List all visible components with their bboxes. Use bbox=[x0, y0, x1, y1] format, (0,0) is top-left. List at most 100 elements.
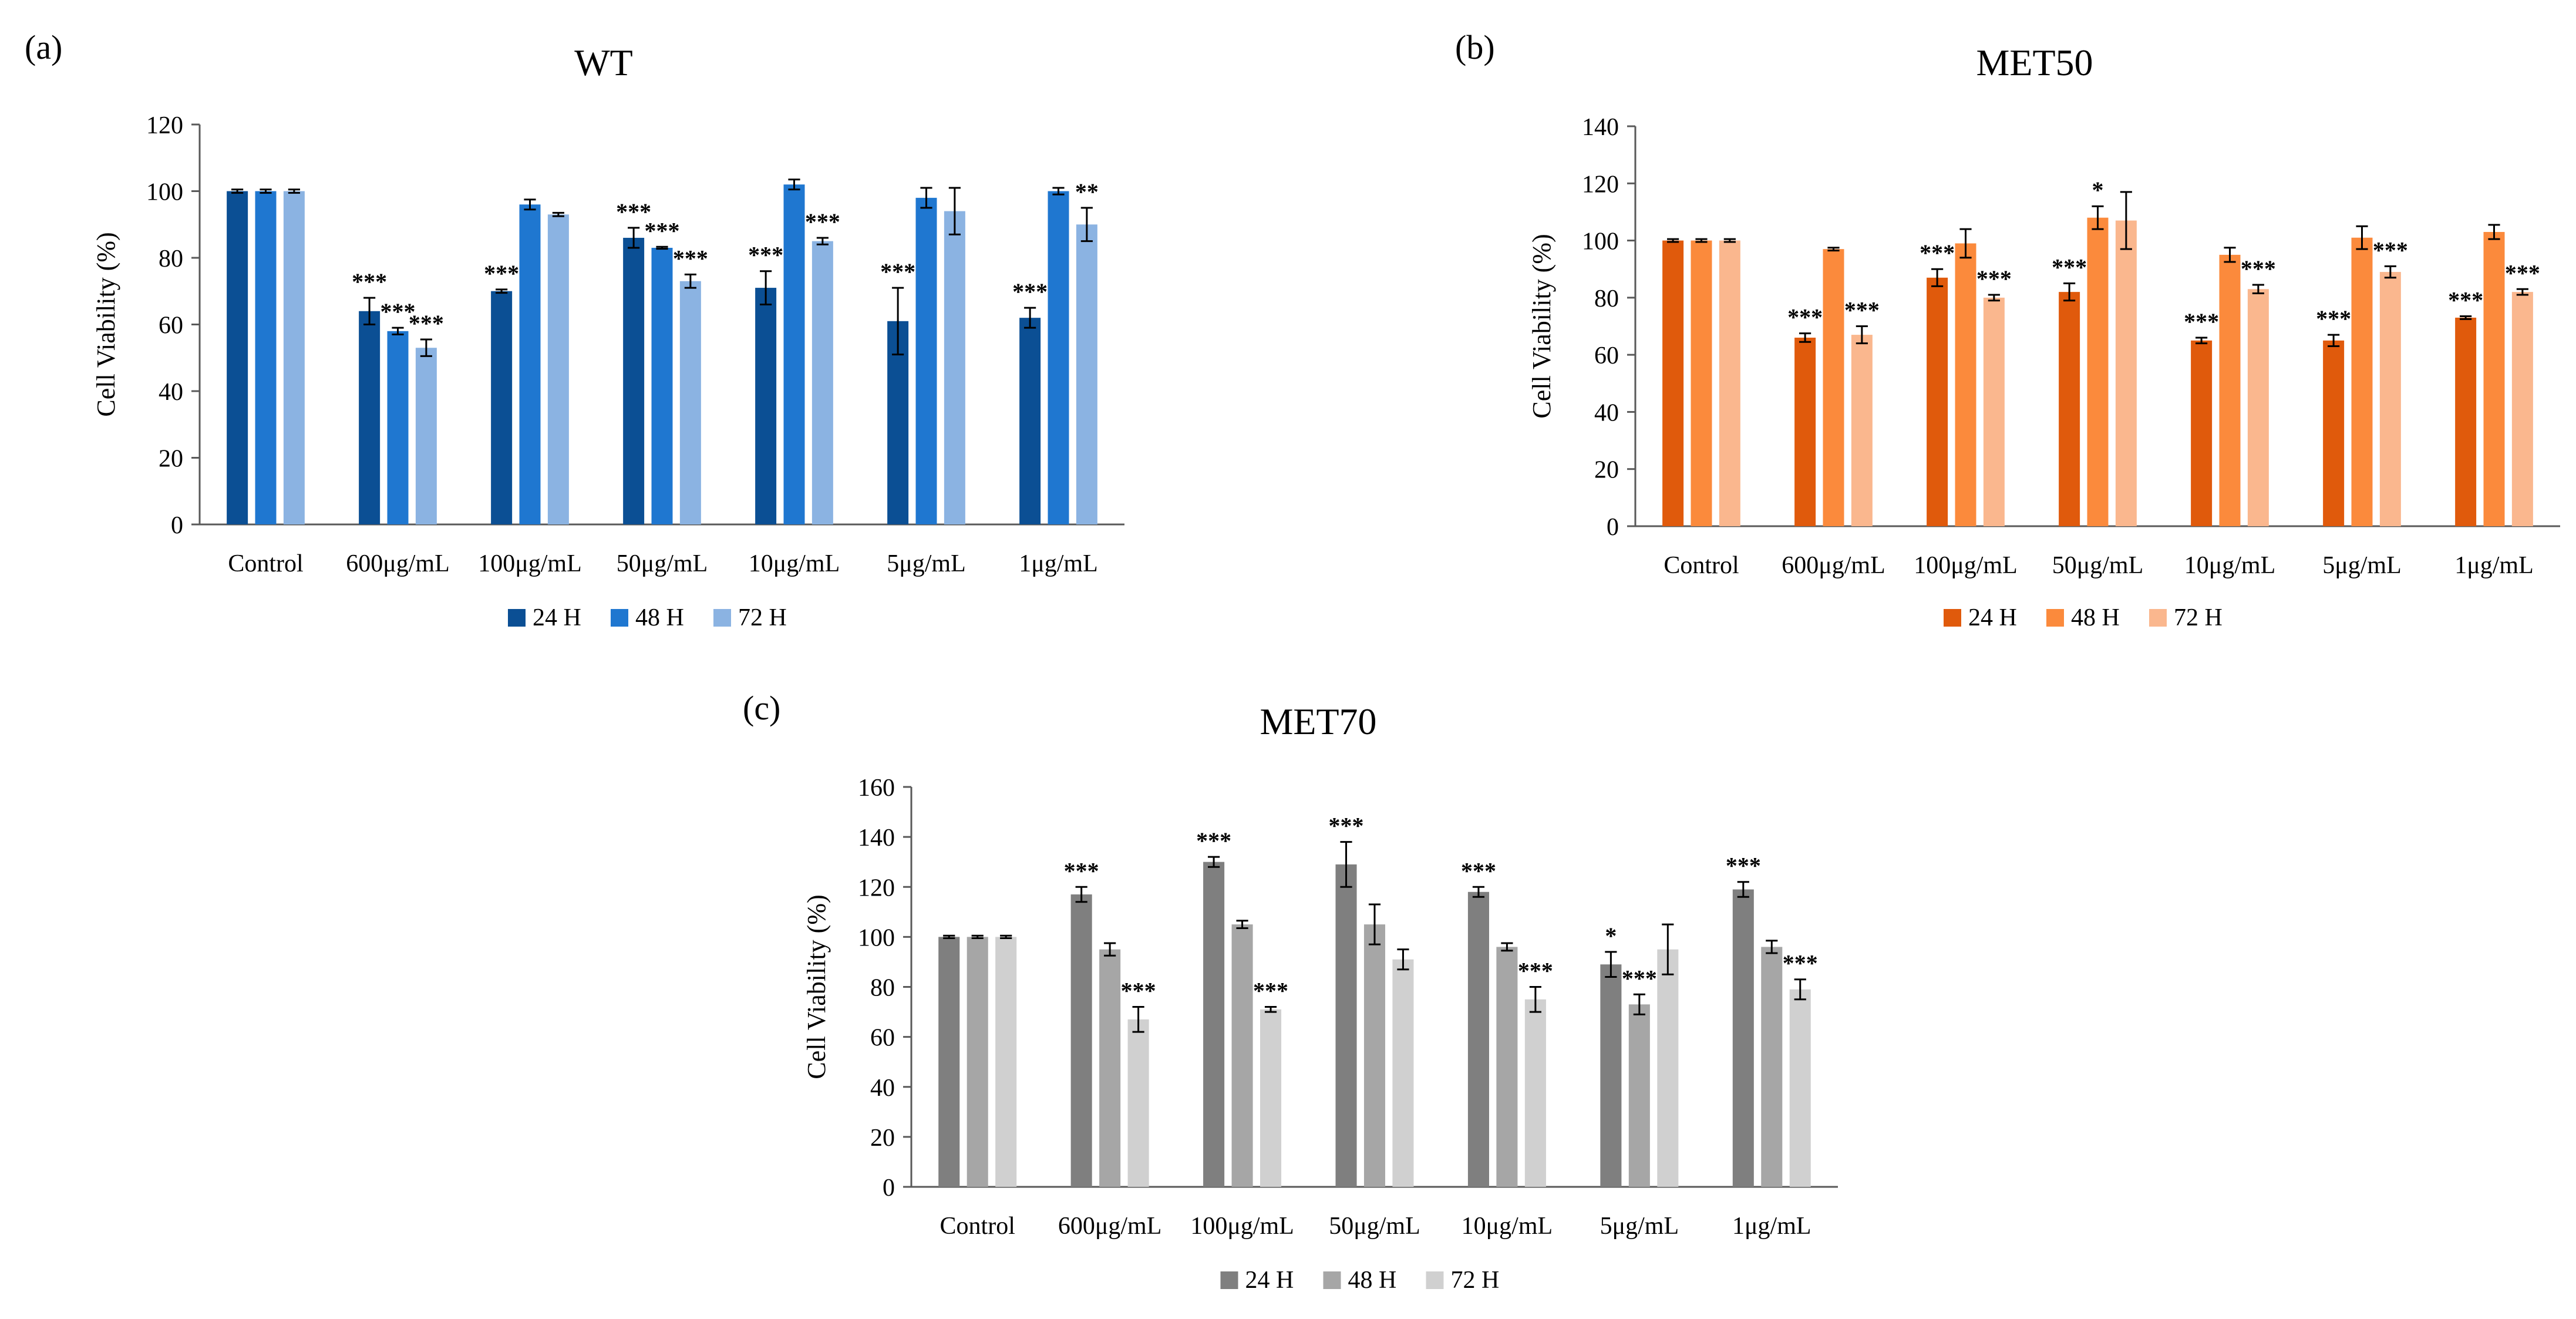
chart-panel-3: (c) MET70 0 20 40 60 80 100 120 140 160 Cell Viabil… bbox=[743, 689, 1838, 1294]
bar bbox=[811, 241, 833, 524]
significance-label: *** bbox=[1461, 857, 1496, 884]
bar bbox=[1794, 337, 1816, 526]
bar bbox=[1127, 1019, 1149, 1187]
y-tick-label: 60 bbox=[870, 1025, 895, 1052]
x-tick-label: 5μg/mL bbox=[2322, 552, 2402, 579]
bar bbox=[1231, 924, 1253, 1187]
legend-label: 48 H bbox=[2071, 604, 2120, 631]
y-tick-label: 100 bbox=[146, 179, 183, 206]
x-tick-label: Control bbox=[1664, 552, 1739, 579]
significance-label: *** bbox=[352, 268, 387, 295]
x-tick-label: 100μg/mL bbox=[1914, 552, 2018, 579]
bar bbox=[1983, 297, 2005, 526]
chart-title: MET50 bbox=[1976, 42, 2093, 83]
chart-panel-2: (b) MET50 0 20 40 60 80 100 120 140 Cell Viability… bbox=[1455, 28, 2560, 631]
y-tick-label: 60 bbox=[1594, 342, 1619, 369]
bar bbox=[679, 281, 701, 524]
bar bbox=[1732, 889, 1754, 1187]
legend-label: 72 H bbox=[2174, 604, 2223, 631]
significance-label: *** bbox=[1329, 813, 1364, 839]
bar bbox=[1823, 249, 1844, 526]
x-tick-label: 600μg/mL bbox=[1058, 1213, 1162, 1240]
y-tick-label: 80 bbox=[1594, 285, 1619, 312]
significance-label: *** bbox=[673, 245, 708, 271]
legend-label: 24 H bbox=[1245, 1267, 1294, 1294]
legend-swatch bbox=[713, 609, 731, 627]
panel-label: (a) bbox=[25, 28, 62, 66]
bar bbox=[1657, 949, 1679, 1187]
legend-label: 72 H bbox=[1451, 1267, 1500, 1294]
bar bbox=[2247, 289, 2269, 526]
legend-label: 24 H bbox=[1968, 604, 2017, 631]
y-tick-label: 0 bbox=[883, 1175, 895, 1202]
x-tick-label: 600μg/mL bbox=[346, 550, 450, 577]
significance-label: *** bbox=[748, 242, 783, 268]
y-tick-label: 100 bbox=[1582, 228, 1619, 255]
panel-label: (c) bbox=[743, 689, 780, 727]
chart-title: WT bbox=[574, 42, 633, 83]
bar bbox=[2059, 292, 2080, 526]
y-tick-label: 120 bbox=[146, 112, 183, 139]
significance-label: *** bbox=[1783, 950, 1818, 977]
bar bbox=[2379, 272, 2401, 526]
significance-label: *** bbox=[1844, 297, 1880, 324]
significance-label: *** bbox=[880, 258, 915, 285]
bar bbox=[1203, 862, 1225, 1187]
significance-label: *** bbox=[1518, 958, 1553, 984]
significance-label: *** bbox=[1121, 978, 1156, 1004]
significance-label: *** bbox=[484, 260, 519, 287]
bar bbox=[491, 291, 513, 524]
x-tick-label: 5μg/mL bbox=[887, 550, 966, 577]
bar bbox=[2219, 254, 2241, 526]
significance-label: *** bbox=[1064, 857, 1099, 884]
y-tick-label: 140 bbox=[1582, 114, 1619, 141]
significance-label: *** bbox=[1622, 965, 1657, 991]
y-axis-label: Cell Viability (%) bbox=[92, 232, 120, 416]
significance-label: *** bbox=[616, 198, 651, 225]
y-tick-label: 100 bbox=[858, 924, 895, 951]
x-tick-label: 1μg/mL bbox=[2454, 552, 2534, 579]
significance-label: *** bbox=[2373, 237, 2408, 263]
legend-label: 48 H bbox=[1348, 1267, 1397, 1294]
significance-label: *** bbox=[2505, 260, 2540, 286]
y-tick-label: 40 bbox=[870, 1075, 895, 1102]
legend-swatch bbox=[1426, 1271, 1444, 1289]
x-tick-label: 50μg/mL bbox=[617, 550, 708, 577]
y-tick-label: 20 bbox=[870, 1125, 895, 1152]
y-tick-label: 0 bbox=[1607, 514, 1619, 541]
y-tick-label: 20 bbox=[159, 446, 183, 473]
y-tick-label: 40 bbox=[159, 379, 183, 406]
significance-label: *** bbox=[2241, 255, 2276, 282]
legend-label: 72 H bbox=[738, 604, 787, 631]
bar bbox=[2483, 231, 2505, 526]
x-tick-label: 1μg/mL bbox=[1732, 1213, 1811, 1240]
legend-swatch bbox=[611, 609, 628, 627]
bar bbox=[967, 937, 988, 1187]
x-tick-label: 5μg/mL bbox=[1600, 1213, 1679, 1240]
bar bbox=[283, 191, 305, 524]
legend-label: 24 H bbox=[533, 604, 581, 631]
significance-label: *** bbox=[409, 310, 444, 337]
bar bbox=[547, 214, 569, 525]
bar bbox=[2511, 292, 2533, 526]
legend-swatch bbox=[1944, 609, 1961, 627]
x-tick-label: 100μg/mL bbox=[1190, 1213, 1294, 1240]
bar bbox=[1662, 240, 1684, 526]
legend-swatch bbox=[2149, 609, 2167, 627]
x-tick-label: 1μg/mL bbox=[1019, 550, 1098, 577]
bar bbox=[915, 197, 937, 525]
panel-label: (b) bbox=[1455, 28, 1495, 66]
bar bbox=[255, 191, 277, 524]
legend-swatch bbox=[2046, 609, 2064, 627]
significance-label: *** bbox=[1920, 240, 1955, 266]
significance-label: ** bbox=[1075, 179, 1099, 205]
significance-label: * bbox=[1605, 923, 1617, 949]
bar bbox=[1789, 989, 1811, 1187]
x-tick-label: 10μg/mL bbox=[2184, 552, 2276, 579]
bar bbox=[2115, 220, 2137, 526]
y-tick-label: 120 bbox=[858, 874, 895, 901]
y-tick-label: 0 bbox=[171, 512, 183, 539]
bar bbox=[1600, 964, 1622, 1187]
significance-label: *** bbox=[1012, 278, 1048, 305]
bar bbox=[1019, 318, 1041, 524]
